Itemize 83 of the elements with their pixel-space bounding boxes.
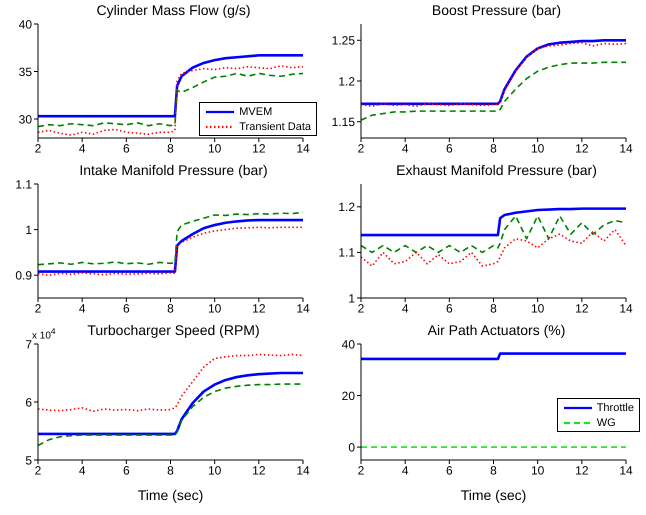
chart-title: Intake Manifold Pressure (bar) — [78, 162, 269, 178]
x-tick-label: 14 — [296, 302, 310, 316]
x-tick-label: 2 — [34, 464, 42, 478]
x-tick-label: 4 — [78, 142, 86, 156]
chart-title: Exhaust Manifold Pressure (bar) — [395, 162, 598, 178]
y-tick-label: 1.25 — [332, 34, 356, 48]
x-tick-label: 2 — [358, 302, 365, 316]
x-tick-label: 8 — [167, 464, 174, 478]
line-series — [361, 61, 626, 121]
x-tick-label: 14 — [296, 142, 310, 156]
x-tick-label: 8 — [490, 302, 498, 316]
line-series — [38, 383, 303, 446]
chart-title: Turbocharger Speed (RPM) — [87, 322, 260, 338]
x-axis-title: Time (sec) — [138, 487, 204, 503]
x-tick-label: 8 — [490, 142, 498, 156]
x-tick-label: 12 — [575, 302, 589, 316]
line-series — [38, 54, 303, 118]
y-tick-label: 30 — [18, 112, 32, 126]
x-tick-label: 10 — [208, 142, 222, 156]
y-tick-label: 0.9 — [15, 268, 32, 282]
x-tick-label: 12 — [252, 464, 266, 478]
x-tick-label: 14 — [619, 464, 633, 478]
line-series — [38, 218, 303, 273]
y-tick-label: 1.2 — [338, 200, 356, 214]
y-tick-label: 1 — [25, 222, 32, 237]
x-tick-label: 2 — [34, 142, 42, 156]
y-tick-label: 7 — [25, 337, 32, 352]
x-tick-label: 12 — [252, 302, 266, 316]
x-tick-label: 10 — [530, 464, 545, 478]
x-tick-label: 4 — [78, 302, 86, 316]
chart-title: Boost Pressure (bar) — [430, 2, 562, 18]
x-tick-label: 14 — [296, 464, 310, 478]
legend-label: MVEM — [239, 106, 272, 118]
y-tick-label: 35 — [18, 64, 32, 79]
x-tick-label: 2 — [358, 142, 365, 156]
x-tick-label: 12 — [252, 142, 266, 156]
y-tick-label: 40 — [342, 337, 356, 352]
x-tick-label: 6 — [446, 464, 453, 478]
line-series — [38, 354, 303, 412]
line-series — [361, 228, 626, 267]
x-tick-label: 2 — [34, 302, 42, 316]
x-tick-label: 14 — [619, 302, 633, 316]
x-tick-label: 8 — [167, 302, 174, 316]
chart-title: Cylinder Mass Flow (g/s) — [95, 2, 252, 18]
x-tick-label: 12 — [575, 464, 589, 478]
x-tick-label: 6 — [446, 302, 453, 316]
x-tick-label: 4 — [402, 142, 409, 156]
y-tick-label: 1.1 — [338, 246, 356, 260]
x-tick-label: 10 — [208, 302, 222, 316]
x-tick-label: 12 — [575, 142, 589, 156]
y-tick-label: 6 — [25, 395, 32, 410]
x-tick-label: 8 — [167, 142, 174, 156]
chart-title: Air Path Actuators (%) — [426, 322, 566, 338]
x-tick-label: 10 — [530, 142, 545, 156]
text: x 10$^{4}$ — [32, 326, 56, 342]
x-axis-title: Time (sec) — [460, 487, 526, 503]
y-tick-label: 1 — [348, 291, 356, 306]
y-tick-label: 40 — [18, 17, 32, 32]
y-tick-label: 20 — [342, 388, 356, 403]
y-tick-label: 1.1 — [15, 177, 32, 192]
line-series — [38, 372, 303, 436]
legend-label: Transient Data — [239, 120, 311, 132]
x-tick-label: 2 — [358, 464, 365, 478]
legend-label: WG — [596, 416, 616, 428]
x-tick-label: 10 — [208, 464, 222, 478]
x-tick-label: 6 — [446, 142, 453, 156]
x-tick-label: 6 — [122, 464, 130, 478]
line-series — [38, 226, 303, 276]
y-tick-label: 1.2 — [338, 74, 356, 88]
x-tick-label: 10 — [530, 302, 545, 316]
line-series — [361, 207, 626, 236]
y-tick-label: 1.15 — [332, 114, 356, 129]
x-tick-label: 6 — [122, 302, 130, 316]
x-tick-label: 8 — [490, 464, 498, 478]
x-tick-label: 6 — [122, 142, 130, 156]
y-tick-label: 0 — [348, 440, 356, 454]
x-tick-label: 14 — [619, 142, 633, 156]
y-tick-label: 5 — [25, 453, 32, 468]
legend-label: Throttle — [596, 402, 634, 414]
x-tick-label: 4 — [402, 464, 409, 478]
x-tick-label: 4 — [402, 302, 409, 316]
x-tick-label: 4 — [78, 464, 86, 478]
line-series — [38, 211, 303, 266]
